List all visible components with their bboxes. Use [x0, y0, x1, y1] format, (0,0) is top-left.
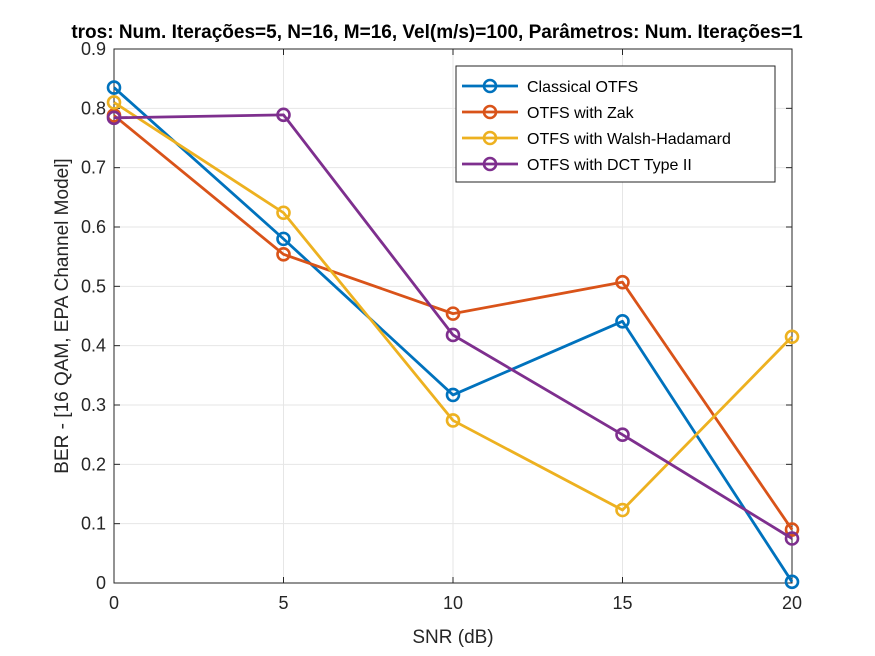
- data-point: [276, 107, 291, 123]
- series-line: [113, 114, 794, 531]
- legend-swatch-marker: [482, 156, 498, 172]
- y-tick-label: 0.9: [81, 39, 106, 59]
- legend-swatch-marker: [482, 104, 498, 120]
- y-tick-label: 0.6: [81, 217, 106, 237]
- y-axis-label: BER - [16 QAM, EPA Channel Model]: [52, 158, 73, 473]
- legend-item: OTFS with Zak: [462, 104, 635, 122]
- legend-label: OTFS with Zak: [527, 105, 635, 122]
- data-point: [106, 95, 122, 110]
- data-point: [784, 329, 800, 345]
- legend-label: OTFS with DCT Type II: [527, 157, 692, 174]
- data-point: [615, 502, 630, 518]
- series-3: [106, 107, 800, 546]
- series-2: [106, 95, 800, 518]
- data-point: [276, 231, 291, 247]
- x-tick-label: 15: [612, 593, 632, 613]
- data-point: [445, 387, 461, 403]
- y-tick-label: 0.8: [81, 98, 106, 118]
- data-point: [784, 574, 800, 590]
- legend-swatch-marker: [482, 130, 498, 146]
- series-line: [113, 86, 794, 583]
- legend-label: Classical OTFS: [527, 79, 638, 96]
- data-point: [445, 413, 461, 428]
- y-tick-label: 0.3: [81, 395, 106, 415]
- series-line: [113, 101, 794, 512]
- legend-swatch-marker: [482, 78, 498, 94]
- chart-title: tros: Num. Iterações=5, N=16, M=16, Vel(…: [71, 22, 803, 43]
- data-point: [784, 522, 800, 537]
- data-point: [106, 110, 122, 126]
- legend-label: OTFS with Walsh-Hadamard: [527, 131, 731, 148]
- data-point: [276, 246, 291, 262]
- x-axis-label: SNR (dB): [412, 627, 493, 648]
- data-point: [615, 427, 630, 442]
- data-point: [445, 306, 461, 321]
- y-tick-label: 0.1: [81, 514, 106, 534]
- legend-item: OTFS with DCT Type II: [462, 156, 692, 174]
- x-tick-labels: 0 5 10 15 20: [109, 49, 802, 613]
- y-tick-label: 0.5: [81, 276, 106, 296]
- y-tick-label: 0: [96, 573, 106, 593]
- legend: Classical OTFS OTFS with Zak OTFS with Wal…: [455, 65, 776, 183]
- data-point: [784, 531, 800, 546]
- legend-item: OTFS with Walsh-Hadamard: [462, 130, 731, 148]
- series-layer: [106, 80, 800, 590]
- data-point: [106, 80, 122, 95]
- data-point: [445, 327, 461, 343]
- x-tick-label: 20: [782, 593, 802, 613]
- data-point: [615, 274, 630, 290]
- series-0: [106, 80, 800, 590]
- y-tick-label: 0.2: [81, 454, 106, 474]
- series-line: [113, 113, 793, 540]
- y-tick-label: 0.4: [81, 336, 106, 356]
- y-tick-label: 0.7: [81, 158, 106, 178]
- y-tick-labels: 0 0.1 0.2 0.3 0.4 0.5 0.6 0.7 0.8 0.9: [81, 39, 792, 593]
- legend-item: Classical OTFS: [462, 78, 638, 96]
- x-tick-label: 10: [443, 593, 463, 613]
- data-point: [615, 314, 630, 329]
- x-tick-label: 0: [109, 593, 119, 613]
- x-tick-label: 5: [278, 593, 288, 613]
- data-point: [276, 205, 291, 221]
